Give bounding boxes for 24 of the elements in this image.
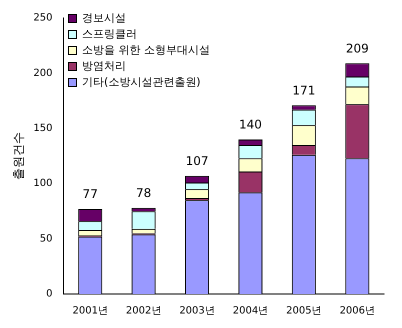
- x-tick-label: 2005년: [286, 306, 322, 317]
- y-tick-label: 150: [33, 122, 52, 134]
- legend-label: 소방을 위한 소형부대시설: [82, 43, 210, 56]
- legend-label: 경보시설: [82, 11, 126, 24]
- legend-label: 방염처리: [82, 59, 126, 72]
- x-tick-label: 2002년: [126, 306, 162, 317]
- total-label: 78: [136, 186, 152, 200]
- x-tick-label: 2006년: [340, 306, 376, 317]
- y-axis-title: 출원건수: [11, 132, 26, 180]
- x-tick-label: 2003년: [179, 306, 215, 317]
- total-label: 209: [346, 41, 369, 56]
- total-label: 140: [239, 118, 262, 132]
- y-tick-label: 100: [33, 178, 52, 190]
- legend-label: 기타(소방시설관련출원): [82, 75, 201, 88]
- total-label: 171: [292, 83, 316, 98]
- y-tick-label: 50: [40, 233, 52, 244]
- y-tick-label: 0: [46, 288, 52, 300]
- total-label: 77: [82, 187, 98, 202]
- y-tick-label: 200: [33, 68, 52, 79]
- legend-label: 스프링클러: [82, 27, 137, 40]
- y-tick-label: 250: [33, 12, 52, 24]
- x-tick-label: 2004년: [232, 306, 268, 317]
- total-label: 107: [186, 154, 208, 168]
- x-tick-label: 2001년: [72, 306, 108, 317]
